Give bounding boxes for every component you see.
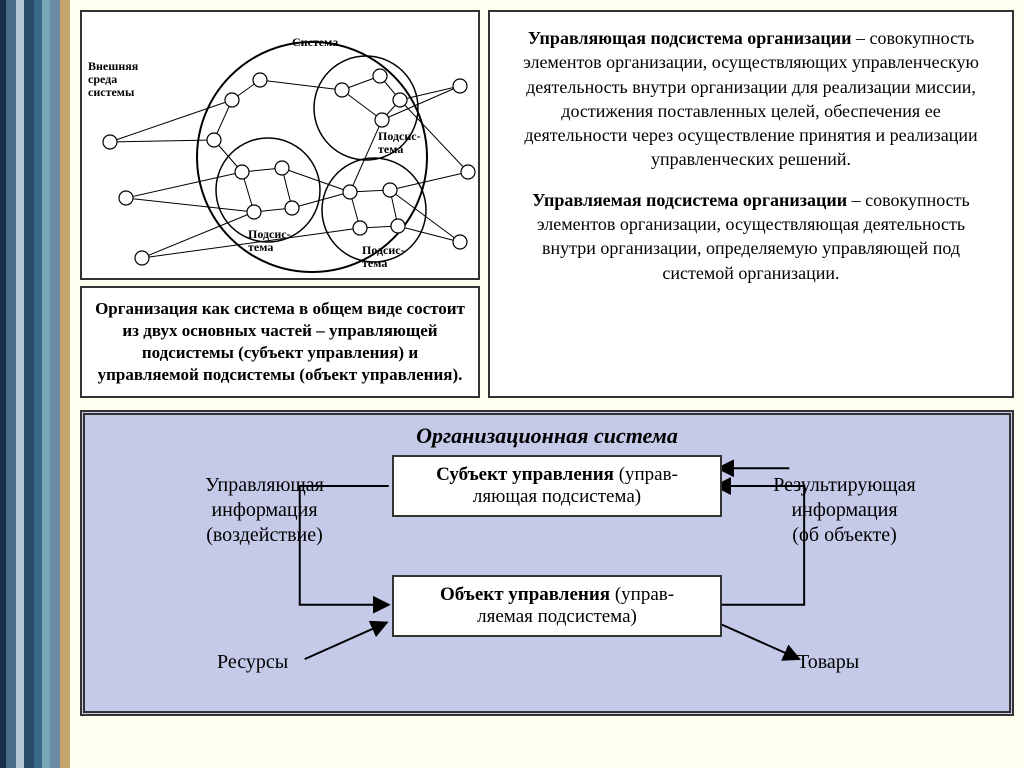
sidebar-bar <box>42 0 50 768</box>
sidebar-bar <box>24 0 34 768</box>
def1-text: – совокупность элементов организации, ос… <box>523 28 979 169</box>
definition-2: Управляемая подсистема организации – сов… <box>508 188 994 285</box>
left-info-label: Управляющаяинформация(воздействие) <box>167 473 362 548</box>
top-row: Внешняясредасистемы Система Подсис-тема Под… <box>80 10 1014 398</box>
right-info-label: Результирующаяинформация(об объекте) <box>747 473 942 548</box>
subject-box: Субъект управления (управ-ляющая подсист… <box>392 455 722 517</box>
resources-label: Ресурсы <box>217 650 288 675</box>
definition-1: Управляющая подсистема организации – сов… <box>508 26 994 172</box>
content-area: Внешняясредасистемы Система Подсис-тема Под… <box>80 10 1014 716</box>
system-diagram: Внешняясредасистемы Система Подсис-тема Под… <box>80 10 480 280</box>
org-grid: Субъект управления (управ-ляющая подсист… <box>97 455 997 705</box>
object-box: Объект управления (управ-ляемая подсисте… <box>392 575 722 637</box>
sidebar-stripes <box>0 0 70 768</box>
sidebar-bar <box>16 0 24 768</box>
def1-term: Управляющая подсистема организации <box>528 28 852 48</box>
system-label: Система <box>292 36 338 49</box>
caption-box: Организация как система в общем виде сос… <box>80 286 480 398</box>
subsystem-label: Подсис-тема <box>378 130 421 156</box>
sidebar-bar <box>60 0 70 768</box>
top-left-column: Внешняясредасистемы Система Подсис-тема Под… <box>80 10 480 398</box>
subsystem-label: Подсис-тема <box>248 228 291 254</box>
outer-env-label: Внешняясредасистемы <box>88 60 138 100</box>
def2-term: Управляемая подсистема организации <box>532 190 847 210</box>
org-system-diagram: Организационная система Субъект управлен… <box>80 410 1014 716</box>
sidebar-bar <box>34 0 42 768</box>
goods-label: Товары <box>797 650 859 675</box>
sidebar-bar <box>6 0 16 768</box>
org-system-title: Организационная система <box>97 423 997 449</box>
definitions-box: Управляющая подсистема организации – сов… <box>488 10 1014 398</box>
subsystem-label: Подсис-тема <box>362 244 405 270</box>
sidebar-bar <box>50 0 60 768</box>
